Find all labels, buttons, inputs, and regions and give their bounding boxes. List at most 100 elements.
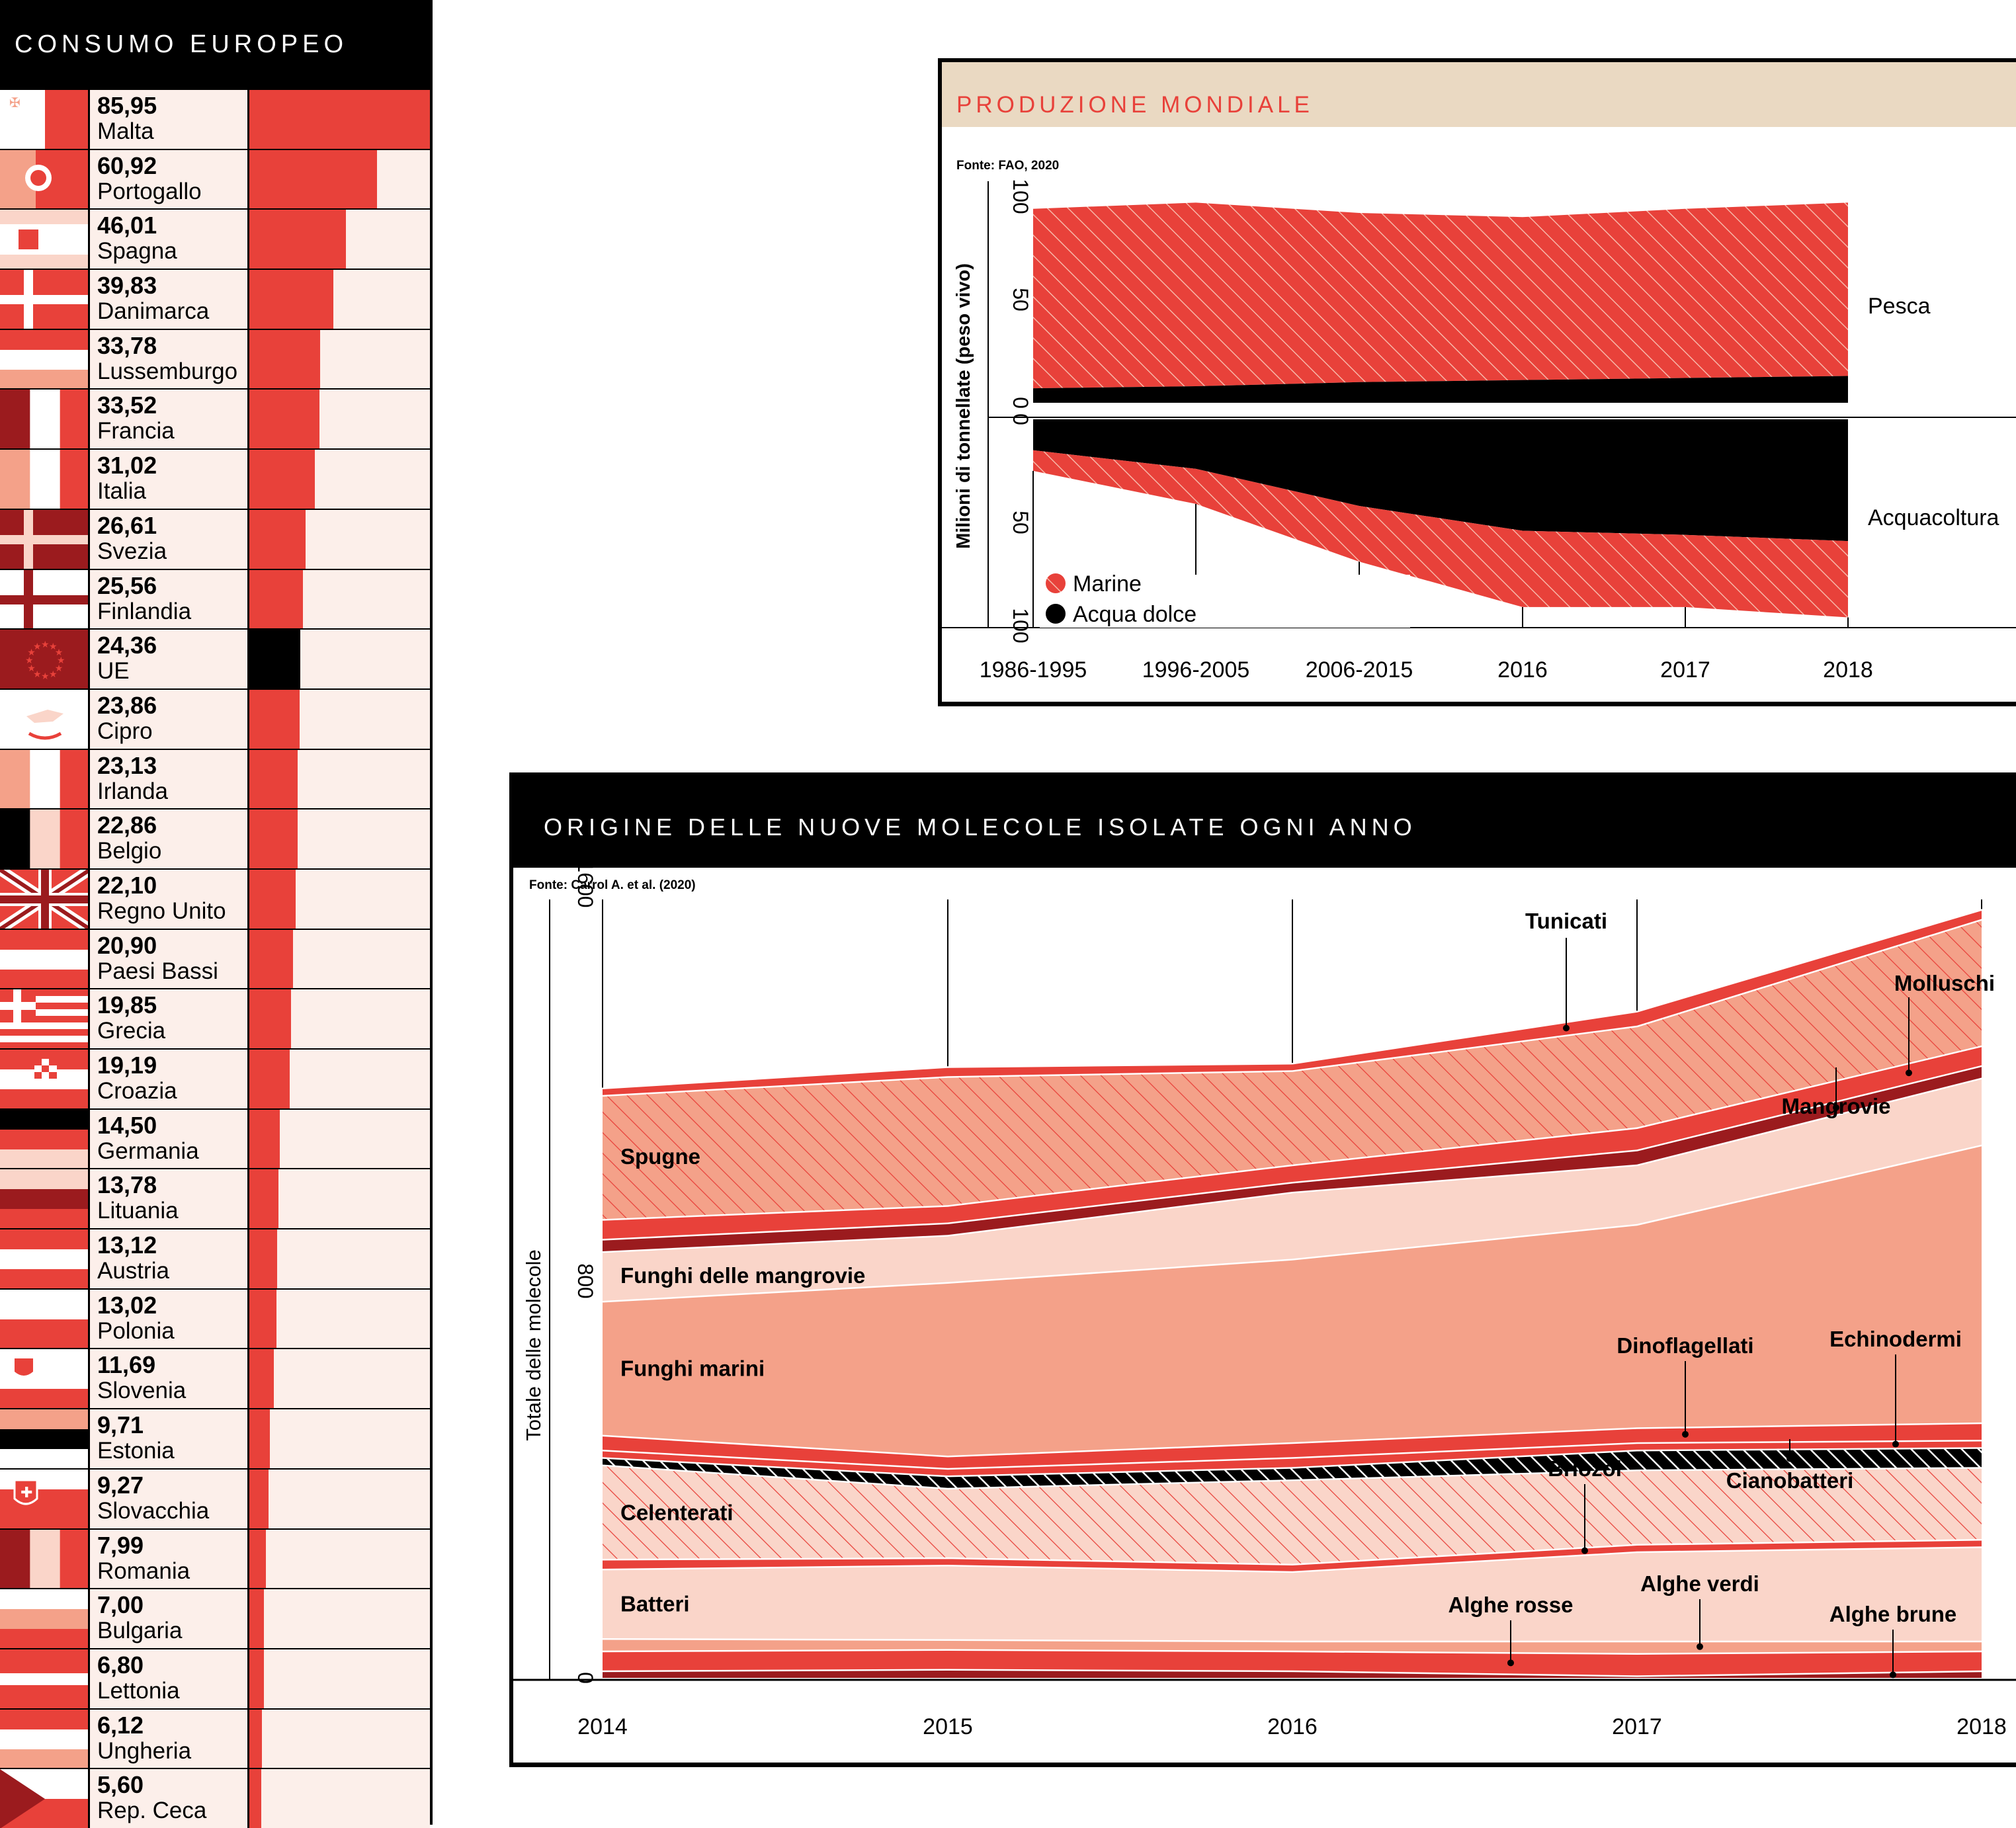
consumo-bar-cell	[247, 1529, 430, 1589]
croatia-flag-icon	[0, 1050, 90, 1108]
pointer-dot	[1890, 1671, 1896, 1679]
consumo-row-italy: 31,02 Italia	[0, 448, 430, 509]
consumo-value: 6,12	[97, 1711, 144, 1739]
produzione-x-tick: 2016	[1497, 657, 1548, 683]
consumo-bar-cell	[247, 450, 430, 509]
consumo-row-sweden: 26,61 Svezia	[0, 508, 430, 569]
produzione-y-tick: 0	[1009, 397, 1032, 409]
pointer-dot	[1581, 1547, 1588, 1554]
svg-text:★: ★	[49, 641, 58, 651]
consumo-row-slovakia: ✚ 9,27 Slovacchia	[0, 1468, 430, 1528]
finland-flag-icon	[0, 569, 90, 629]
consumo-value: 14,50	[97, 1111, 157, 1139]
consumo-bar	[249, 1109, 280, 1169]
ireland-flag-icon	[0, 749, 90, 809]
consumo-row-greece: 19,85 Grecia	[0, 988, 430, 1048]
consumo-row-bulgaria: 7,00 Bulgaria	[0, 1588, 430, 1648]
hungary-flag-icon	[0, 1709, 90, 1768]
consumo-bar-cell	[247, 989, 430, 1048]
latvia-flag-icon	[0, 1649, 90, 1708]
label-tunicati: Tunicati	[1525, 909, 1607, 933]
svg-text:★: ★	[27, 647, 36, 657]
legend-acqua-dolce: Acqua dolce	[1073, 602, 1197, 627]
molecole-y-tick: 1600	[573, 860, 597, 907]
consumo-country: Croazia	[97, 1078, 177, 1104]
consumo-bar-cell	[247, 1649, 430, 1708]
consumo-bar	[249, 1169, 278, 1229]
consumo-country: Regno Unito	[97, 897, 226, 924]
consumo-bar-cell	[247, 1289, 430, 1349]
consumo-value: 46,01	[97, 212, 157, 239]
consumo-value: 26,61	[97, 511, 157, 539]
label-funghi-mangrovie: Funghi delle mangrovie	[620, 1263, 865, 1288]
consumo-bar-cell	[247, 869, 430, 929]
consumo-bar-cell	[247, 1589, 430, 1648]
consumo-bar-cell	[247, 1709, 430, 1768]
consumo-row-portugal: 60,92 Portogallo	[0, 148, 430, 209]
svg-text:★: ★	[41, 671, 50, 681]
produzione-x-tick: 1996-2005	[1142, 657, 1250, 683]
produzione-source: Fonte: FAO, 2020	[956, 159, 1059, 173]
consumo-value: 85,95	[97, 92, 157, 119]
consumo-bar-cell	[247, 329, 430, 389]
consumo-value: 22,86	[97, 811, 157, 839]
molecole-y-tick: 0	[573, 1672, 597, 1684]
consumo-country: Francia	[97, 418, 175, 444]
estonia-flag-icon	[0, 1409, 90, 1468]
molecole-area-molluschi	[603, 1045, 1982, 1239]
consumo-bar-cell	[247, 90, 430, 149]
sweden-flag-icon	[0, 509, 90, 569]
consumo-country: Belgio	[97, 838, 162, 864]
consumo-value: 33,78	[97, 331, 157, 359]
consumo-country: Austria	[97, 1258, 169, 1284]
consumo-country: Romania	[97, 1558, 190, 1584]
consumo-row-croatia: 19,19 Croazia	[0, 1048, 430, 1108]
consumo-row-austria: 13,12 Austria	[0, 1228, 430, 1288]
consumo-country: Slovenia	[97, 1378, 187, 1404]
consumo-value: 19,19	[97, 1052, 157, 1079]
molecole-area-tunicati	[603, 909, 1982, 1095]
consumo-bar-cell	[247, 210, 430, 269]
consumo-europeo-panel: CONSUMO EUROPEO ✠ 85,95 Malta 60,92 Portogal…	[0, 0, 433, 1828]
uk-flag-icon	[0, 869, 90, 929]
belgium-flag-icon	[0, 810, 90, 868]
consumo-bar-cell	[247, 270, 430, 329]
molecole-x-tick: 2015	[923, 1714, 973, 1739]
consumo-country: Germania	[97, 1138, 199, 1164]
consumo-value: 5,60	[97, 1771, 144, 1799]
consumo-row-luxembourg: 33,78 Lussemburgo	[0, 328, 430, 389]
consumo-bar	[249, 1589, 265, 1648]
consumo-bar-cell	[247, 630, 430, 688]
svg-text:★: ★	[49, 669, 58, 679]
lithuania-flag-icon	[0, 1169, 90, 1229]
label-alghe-verdi: Alghe verdi	[1640, 1571, 1759, 1596]
consumo-country: Rep. Ceca	[97, 1798, 207, 1824]
consumo-country: Svezia	[97, 538, 167, 564]
consumo-value: 24,36	[97, 632, 157, 659]
consumo-bar	[249, 1289, 277, 1349]
consumo-row-slovenia: 11,69 Slovenia	[0, 1348, 430, 1409]
consumo-bar-cell	[247, 1469, 430, 1528]
molecole-source: Fonte: Carrol A. et al. (2020)	[529, 878, 696, 892]
molecole-chart: ORIGINE DELLE NUOVE MOLECOLE ISOLATE OGN…	[509, 772, 2016, 1767]
consumo-country: Slovacchia	[97, 1497, 210, 1524]
consumo-bar	[249, 1469, 269, 1528]
molecole-x-tick: 2018	[1956, 1714, 2007, 1739]
consumo-country: Cipro	[97, 718, 153, 744]
label-pesca: Pesca	[1868, 294, 1931, 319]
netherlands-flag-icon	[0, 929, 90, 989]
romania-flag-icon	[0, 1529, 90, 1589]
consumo-value: 39,83	[97, 272, 157, 300]
label-alghe-brune: Alghe brune	[1829, 1602, 1957, 1626]
consumo-row-lithuania: 13,78 Lituania	[0, 1168, 430, 1229]
label-spugne: Spugne	[620, 1144, 700, 1169]
produzione-x-tick: 2018	[1823, 657, 1873, 683]
produzione-x-tick: 1986-1995	[980, 657, 1087, 683]
legend-marine: Marine	[1073, 571, 1142, 597]
consumo-row-uk: 22,10 Regno Unito	[0, 868, 430, 929]
consumo-country: Danimarca	[97, 298, 210, 325]
label-acquacoltura: Acquacoltura	[1868, 505, 1999, 530]
consumo-row-malta: ✠ 85,95 Malta	[0, 89, 430, 149]
produzione-x-tick: 2006-2015	[1306, 657, 1413, 683]
consumo-bar	[249, 869, 296, 929]
